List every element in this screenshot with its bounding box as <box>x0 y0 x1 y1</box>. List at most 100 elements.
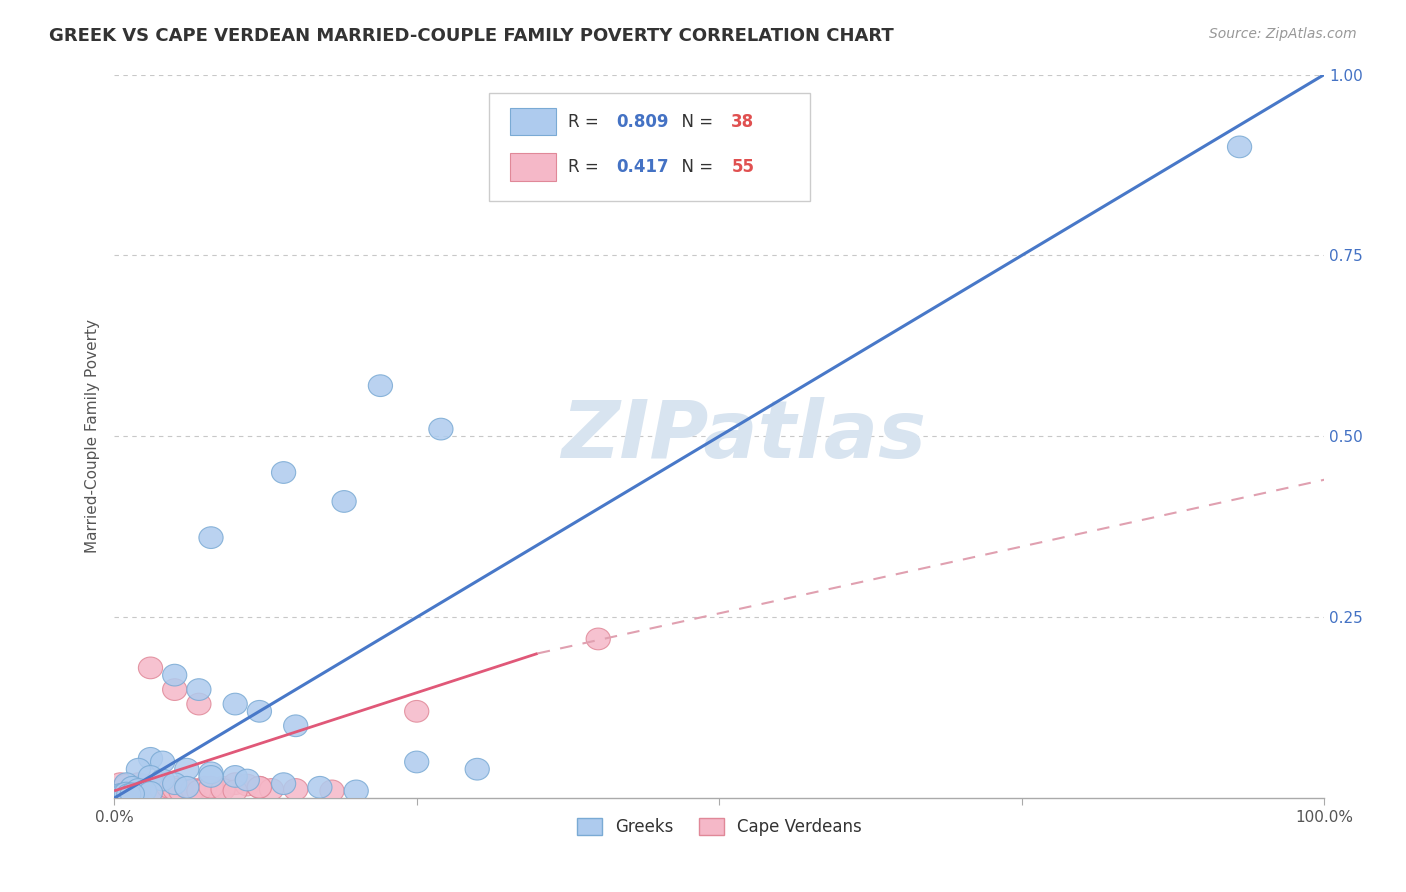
Ellipse shape <box>117 779 141 800</box>
Ellipse shape <box>187 780 211 802</box>
Ellipse shape <box>121 783 145 805</box>
Ellipse shape <box>169 779 193 800</box>
Ellipse shape <box>136 779 160 800</box>
Ellipse shape <box>224 693 247 714</box>
Ellipse shape <box>153 780 177 802</box>
Ellipse shape <box>145 780 169 802</box>
Ellipse shape <box>198 776 224 798</box>
Text: N =: N = <box>671 112 718 130</box>
Ellipse shape <box>271 772 295 795</box>
Ellipse shape <box>187 780 211 802</box>
Ellipse shape <box>132 780 156 802</box>
Ellipse shape <box>129 781 153 803</box>
Ellipse shape <box>247 700 271 723</box>
Ellipse shape <box>405 751 429 772</box>
Ellipse shape <box>174 776 198 798</box>
Ellipse shape <box>247 776 271 798</box>
Ellipse shape <box>187 679 211 700</box>
Ellipse shape <box>308 776 332 798</box>
Ellipse shape <box>163 779 187 800</box>
Ellipse shape <box>127 772 150 795</box>
Ellipse shape <box>111 783 136 805</box>
Ellipse shape <box>138 781 163 803</box>
Ellipse shape <box>163 665 187 686</box>
Ellipse shape <box>163 679 187 700</box>
Ellipse shape <box>198 765 224 788</box>
Ellipse shape <box>235 774 259 796</box>
Ellipse shape <box>174 758 198 780</box>
Ellipse shape <box>121 776 145 798</box>
Ellipse shape <box>156 781 181 803</box>
Ellipse shape <box>127 758 150 780</box>
Ellipse shape <box>132 780 156 802</box>
Ellipse shape <box>163 776 187 798</box>
Text: 0.809: 0.809 <box>616 112 669 130</box>
Ellipse shape <box>111 781 136 803</box>
FancyBboxPatch shape <box>510 108 555 136</box>
Ellipse shape <box>368 375 392 397</box>
Text: 38: 38 <box>731 112 755 130</box>
Ellipse shape <box>211 776 235 798</box>
Ellipse shape <box>211 779 235 800</box>
Ellipse shape <box>132 774 156 796</box>
Ellipse shape <box>271 462 295 483</box>
Ellipse shape <box>247 776 271 798</box>
Ellipse shape <box>145 779 169 800</box>
Ellipse shape <box>224 765 247 788</box>
Text: Source: ZipAtlas.com: Source: ZipAtlas.com <box>1209 27 1357 41</box>
Ellipse shape <box>235 769 259 791</box>
FancyBboxPatch shape <box>510 153 555 181</box>
Text: ZIPatlas: ZIPatlas <box>561 397 927 475</box>
Ellipse shape <box>138 776 163 798</box>
Ellipse shape <box>429 418 453 440</box>
Ellipse shape <box>127 779 150 800</box>
Text: R =: R = <box>568 158 609 176</box>
Ellipse shape <box>117 784 141 805</box>
Ellipse shape <box>465 758 489 780</box>
Ellipse shape <box>150 751 174 772</box>
Text: GREEK VS CAPE VERDEAN MARRIED-COUPLE FAMILY POVERTY CORRELATION CHART: GREEK VS CAPE VERDEAN MARRIED-COUPLE FAM… <box>49 27 894 45</box>
Ellipse shape <box>187 693 211 714</box>
Ellipse shape <box>114 782 138 804</box>
Ellipse shape <box>150 780 174 802</box>
Ellipse shape <box>138 747 163 769</box>
Ellipse shape <box>332 491 356 512</box>
Ellipse shape <box>181 779 205 800</box>
Ellipse shape <box>156 776 181 798</box>
Ellipse shape <box>259 779 284 800</box>
Ellipse shape <box>138 657 163 679</box>
Ellipse shape <box>148 776 173 798</box>
Ellipse shape <box>114 772 138 795</box>
Ellipse shape <box>174 776 198 798</box>
Ellipse shape <box>169 780 193 802</box>
Text: 0.417: 0.417 <box>616 158 669 176</box>
Ellipse shape <box>284 779 308 800</box>
Ellipse shape <box>127 779 150 800</box>
Ellipse shape <box>193 776 217 798</box>
Ellipse shape <box>284 714 308 737</box>
Ellipse shape <box>344 780 368 802</box>
Ellipse shape <box>198 762 224 784</box>
Ellipse shape <box>114 780 138 802</box>
Ellipse shape <box>108 784 132 805</box>
Ellipse shape <box>224 772 247 795</box>
Ellipse shape <box>150 779 174 800</box>
Text: R =: R = <box>568 112 605 130</box>
Ellipse shape <box>174 780 198 802</box>
Ellipse shape <box>138 765 163 788</box>
Ellipse shape <box>321 780 344 802</box>
Text: N =: N = <box>671 158 718 176</box>
Ellipse shape <box>121 776 145 798</box>
Ellipse shape <box>121 776 145 798</box>
Ellipse shape <box>163 772 187 795</box>
Ellipse shape <box>198 779 224 800</box>
Ellipse shape <box>124 780 148 802</box>
Ellipse shape <box>224 780 247 802</box>
Ellipse shape <box>114 774 138 796</box>
Ellipse shape <box>205 780 229 802</box>
Ellipse shape <box>141 779 165 800</box>
Ellipse shape <box>405 700 429 723</box>
Ellipse shape <box>108 780 132 802</box>
Legend: Greeks, Cape Verdeans: Greeks, Cape Verdeans <box>568 809 870 844</box>
Text: 55: 55 <box>731 158 755 176</box>
